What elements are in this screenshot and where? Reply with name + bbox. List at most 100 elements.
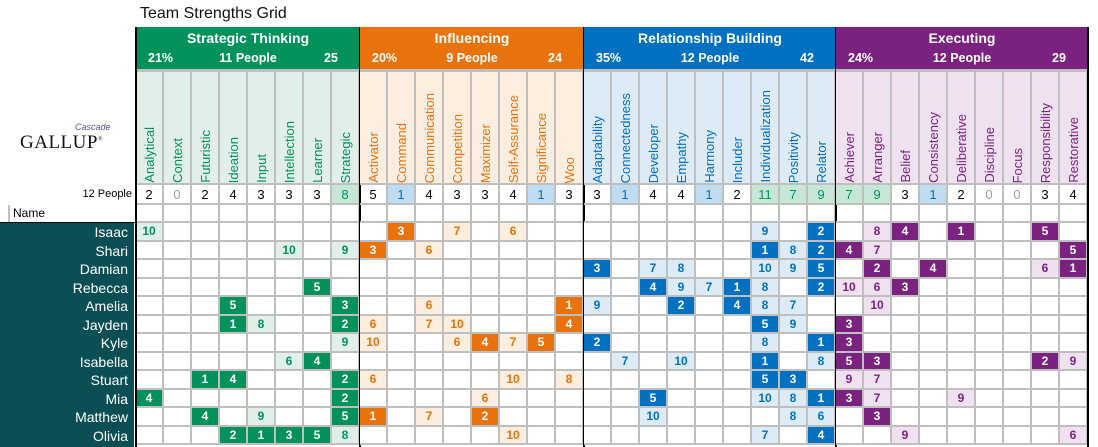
theme-label-connectedness: Connectedness [612, 72, 640, 185]
score-cell: 5 [304, 426, 332, 445]
theme-name: Futuristic [197, 130, 213, 183]
score-cell: 4 [808, 426, 836, 445]
score-cell: 4 [304, 352, 332, 371]
name-header-marker [0, 205, 10, 223]
group-people: 9 People [446, 51, 498, 65]
score-cell [892, 260, 920, 279]
score-cell [612, 389, 640, 408]
score-cell [976, 260, 1004, 279]
strength-rank-badge: 10 [276, 241, 302, 258]
strength-rank-badge: 3 [780, 371, 806, 388]
score-cell: 9 [836, 371, 864, 390]
score-cell [388, 278, 416, 297]
theme-label-individualization: Individualization [752, 72, 780, 185]
group-name: Executing [928, 30, 996, 46]
theme-label-futuristic: Futuristic [192, 72, 220, 185]
strength-rank-badge: 10 [836, 278, 862, 295]
score-cell [528, 315, 556, 334]
theme-count: 4 [668, 185, 696, 205]
strength-rank-badge: 5 [836, 352, 862, 369]
score-cell: 4 [556, 315, 584, 334]
name-row-cell [584, 205, 612, 223]
score-cell [668, 241, 696, 260]
theme-name: Context [169, 138, 185, 183]
name-row-cell [332, 205, 360, 223]
score-cell [528, 278, 556, 297]
score-cell [360, 278, 388, 297]
score-cell: 7 [864, 371, 892, 390]
score-cell: 2 [332, 371, 360, 390]
score-cell [304, 260, 332, 279]
score-cell [920, 389, 948, 408]
group-header-relationship-building [584, 27, 836, 69]
strength-rank-badge: 5 [752, 315, 778, 332]
strength-rank-badge: 4 [136, 389, 162, 406]
theme-name: Positivity [785, 131, 801, 183]
score-cell: 3 [836, 334, 864, 353]
strength-rank-badge: 9 [332, 334, 358, 351]
theme-count: 2 [136, 185, 164, 205]
strength-rank-badge: 5 [640, 389, 666, 406]
theme-label-restorative: Restorative [1060, 72, 1088, 185]
score-cell: 5 [528, 334, 556, 353]
score-cell [976, 297, 1004, 316]
score-cell [640, 241, 668, 260]
score-cell: 3 [864, 352, 892, 371]
person-name: Mia [105, 390, 128, 407]
score-cell [472, 241, 500, 260]
score-cell [416, 334, 444, 353]
score-cell: 2 [808, 223, 836, 242]
score-cell [500, 352, 528, 371]
strength-rank-badge: 6 [360, 315, 386, 332]
score-cell [920, 408, 948, 427]
score-cell [164, 241, 192, 260]
theme-name: Consistency [925, 112, 941, 183]
score-cell [248, 371, 276, 390]
score-cell [444, 389, 472, 408]
name-row-cell [360, 205, 388, 223]
score-cell: 10 [136, 223, 164, 242]
name-row-cell [948, 205, 976, 223]
score-cell [892, 389, 920, 408]
theme-name: Input [253, 154, 269, 183]
score-cell [332, 352, 360, 371]
score-cell [528, 408, 556, 427]
score-cell [920, 334, 948, 353]
strength-rank-badge: 7 [752, 426, 778, 443]
score-cell [472, 352, 500, 371]
score-cell [164, 389, 192, 408]
strength-rank-badge: 6 [1060, 426, 1086, 443]
score-cell [948, 278, 976, 297]
strength-rank-badge: 5 [1060, 241, 1086, 258]
score-cell: 7 [500, 334, 528, 353]
score-cell: 10 [444, 315, 472, 334]
theme-name: Communication [421, 92, 437, 183]
score-cell [500, 408, 528, 427]
score-cell [276, 315, 304, 334]
group-divider [583, 27, 585, 447]
person-name: Stuart [90, 372, 128, 388]
score-cell: 4 [892, 223, 920, 242]
score-cell [500, 389, 528, 408]
header-separator [836, 69, 1088, 72]
score-cell [556, 389, 584, 408]
score-cell [1004, 371, 1032, 390]
score-cell [836, 297, 864, 316]
score-cell [724, 241, 752, 260]
theme-name: Belief [897, 150, 913, 183]
score-cell [864, 315, 892, 334]
score-cell [332, 260, 360, 279]
score-cell [136, 426, 164, 445]
theme-count: 8 [332, 185, 360, 205]
theme-label-adaptability: Adaptability [584, 72, 612, 185]
person-name: Kyle [100, 335, 128, 351]
name-row-cell [444, 205, 472, 223]
theme-count: 2 [192, 185, 220, 205]
score-cell [584, 278, 612, 297]
strength-rank-badge: 7 [864, 389, 890, 406]
person-name: Olivia [92, 427, 128, 444]
strength-rank-badge: 6 [1032, 260, 1058, 277]
score-cell [1032, 408, 1060, 427]
strength-rank-badge: 9 [752, 223, 778, 240]
score-cell [612, 278, 640, 297]
